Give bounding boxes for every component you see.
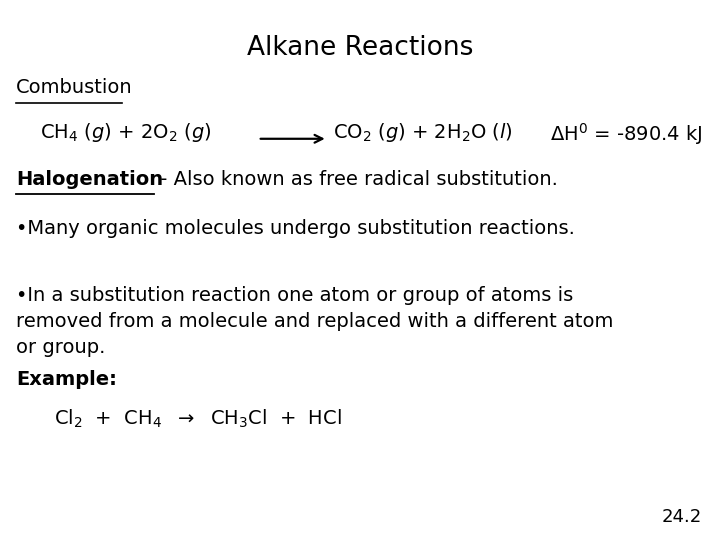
- Text: •In a substitution reaction one atom or group of atoms is
removed from a molecul: •In a substitution reaction one atom or …: [16, 286, 613, 357]
- Text: Halogenation: Halogenation: [16, 170, 163, 189]
- Text: $\Delta\mathregular{H^0}$ = -890.4 kJ: $\Delta\mathregular{H^0}$ = -890.4 kJ: [544, 122, 703, 147]
- Text: Example:: Example:: [16, 370, 117, 389]
- Text: 24.2: 24.2: [662, 509, 702, 526]
- Text: $\mathregular{CO_2}$ $(g)$ + $\mathregular{2H_2O}$ $(l)$: $\mathregular{CO_2}$ $(g)$ + $\mathregul…: [333, 122, 513, 145]
- Text: •Many organic molecules undergo substitution reactions.: •Many organic molecules undergo substitu…: [16, 219, 575, 238]
- Text: - Also known as free radical substitution.: - Also known as free radical substitutio…: [154, 170, 558, 189]
- Text: Combustion: Combustion: [16, 78, 132, 97]
- Text: $\mathregular{CH_4}$ $(g)$ + $\mathregular{2O_2}$ $(g)$: $\mathregular{CH_4}$ $(g)$ + $\mathregul…: [40, 122, 211, 145]
- Text: $\mathregular{Cl_2}$  +  $\mathregular{CH_4}$  $\rightarrow$  $\mathregular{CH_3: $\mathregular{Cl_2}$ + $\mathregular{CH_…: [54, 408, 342, 430]
- Text: Alkane Reactions: Alkane Reactions: [247, 35, 473, 61]
